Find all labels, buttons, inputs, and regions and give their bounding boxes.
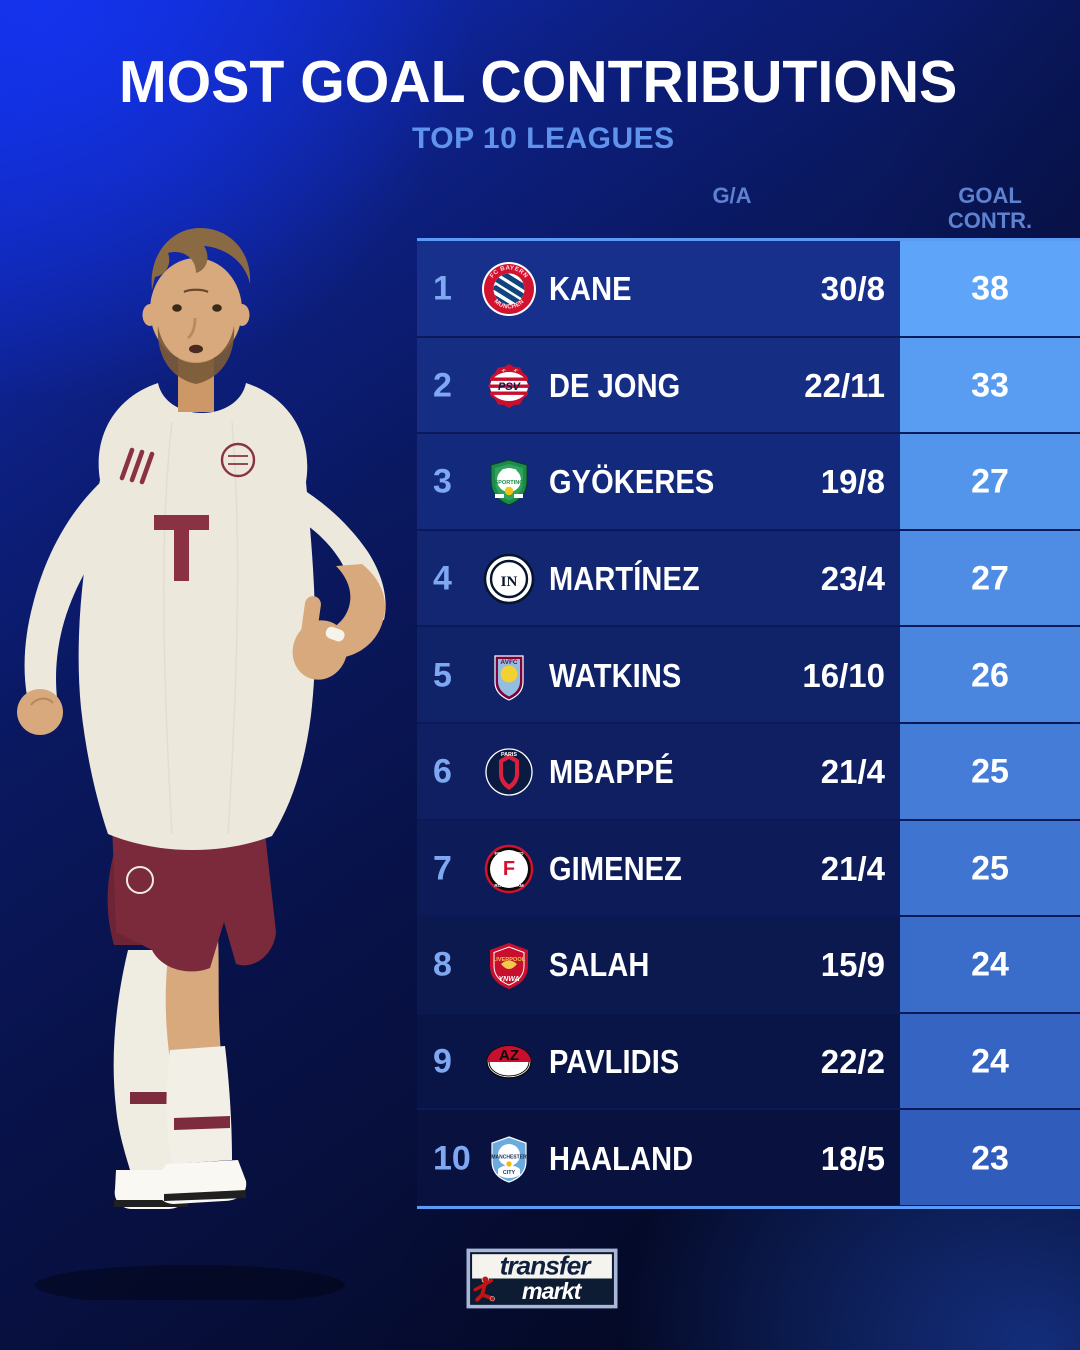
svg-text:FEYENOORD: FEYENOORD <box>494 851 524 856</box>
svg-text:F: F <box>503 858 515 880</box>
svg-text:ROTTERDAM: ROTTERDAM <box>494 883 524 888</box>
svg-text:IN: IN <box>501 574 518 590</box>
svg-text:markt: markt <box>522 1278 583 1304</box>
svg-text:transfer: transfer <box>500 1250 593 1280</box>
svg-text:CITY: CITY <box>503 1170 516 1176</box>
svg-text:AZ: AZ <box>499 1047 519 1064</box>
svg-text:PARIS: PARIS <box>501 752 517 758</box>
svg-text:AVFC: AVFC <box>500 659 518 666</box>
svg-text:SPORTING: SPORTING <box>494 480 523 486</box>
svg-text:YNWA: YNWA <box>499 976 520 983</box>
svg-text:PSV: PSV <box>498 381 522 393</box>
svg-text:MANCHESTER: MANCHESTER <box>491 1154 527 1160</box>
